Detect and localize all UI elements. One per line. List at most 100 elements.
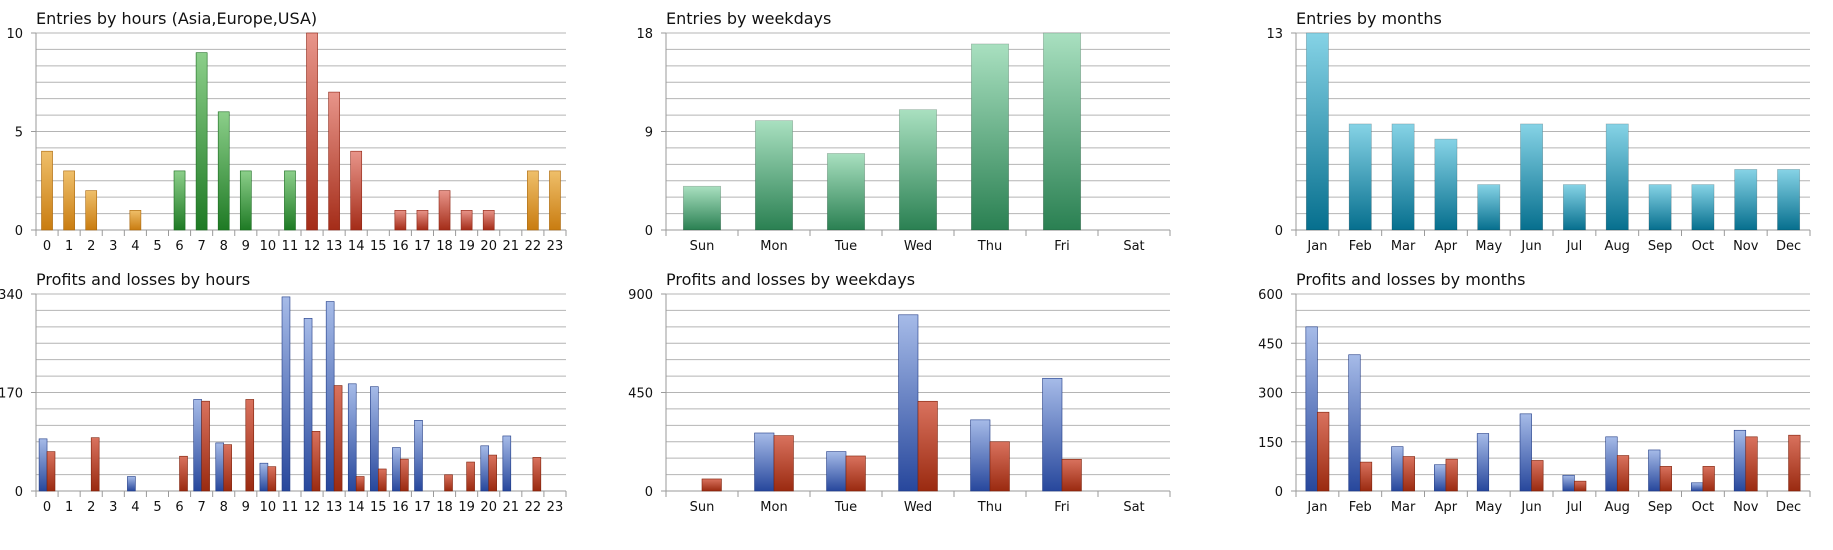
profit-bar: [970, 419, 991, 492]
x-tick-label: 14: [348, 500, 365, 515]
loss-bar: [1402, 456, 1415, 492]
x-tick-label: Tue: [834, 239, 857, 254]
x-tick-label: 11: [282, 500, 299, 515]
loss-bar: [917, 400, 938, 492]
bar: [1477, 184, 1501, 231]
x-tick-label: 21: [503, 500, 520, 515]
bar: [1042, 32, 1082, 231]
x-tick-label: Feb: [1349, 239, 1372, 254]
x-tick-label: Jun: [1520, 500, 1541, 515]
x-tick-label: Jan: [1306, 239, 1327, 254]
x-tick-label: May: [1475, 239, 1502, 254]
x-tick-label: Dec: [1776, 500, 1801, 515]
profit-bar: [370, 386, 379, 492]
bar: [394, 210, 407, 231]
x-tick-label: 10: [260, 500, 277, 515]
profit-bar: [1605, 436, 1618, 492]
x-tick-label: Wed: [904, 239, 932, 254]
loss-bar: [444, 474, 453, 492]
profit-bar: [38, 438, 48, 492]
loss-bar: [333, 385, 343, 492]
bar: [1777, 169, 1801, 231]
x-tick-label: Mon: [760, 239, 787, 254]
loss-bar: [701, 478, 722, 492]
profit-bar: [826, 451, 847, 492]
x-tick-label: Mon: [760, 500, 787, 515]
x-tick-label: 3: [109, 500, 117, 515]
x-tick-label: 6: [175, 239, 183, 254]
x-tick-label: Apr: [1435, 500, 1458, 515]
bar: [482, 210, 495, 231]
loss-bar: [1616, 455, 1630, 492]
x-tick-label: 19: [458, 239, 475, 254]
x-tick-label: Sep: [1648, 500, 1673, 515]
profit-bar: [392, 447, 401, 492]
profit-bar: [1042, 377, 1063, 492]
x-tick-label: 18: [436, 500, 453, 515]
profit-bar: [502, 435, 512, 492]
x-tick-label: 6: [175, 500, 183, 515]
profit-bar: [898, 314, 919, 492]
bar: [898, 109, 938, 231]
y-tick-label: 340: [0, 288, 23, 303]
x-tick-label: 13: [326, 239, 343, 254]
chart-entries-by-months: Entries by months 0 13 Jan Feb Mar Apr May Jun J…: [1266, 9, 1811, 254]
loss-bar: [179, 455, 188, 492]
chart-entries-by-hours: Entries by hours (Asia,Europe,USA) 0 5 10 0…: [6, 9, 567, 254]
profit-bar: [193, 399, 202, 492]
loss-bar: [223, 444, 232, 492]
y-tick-label: 170: [0, 387, 23, 402]
bar: [549, 170, 561, 231]
x-tick-label: Aug: [1605, 239, 1630, 254]
profit-bar: [414, 420, 423, 492]
profit-bar: [1305, 326, 1318, 492]
chart-title: Profits and losses by months: [1296, 270, 1526, 289]
x-tick-label: 17: [414, 500, 431, 515]
y-tick-label: 9: [645, 126, 653, 141]
bar: [173, 170, 186, 231]
loss-bar: [773, 435, 794, 492]
x-tick-label: Wed: [904, 500, 932, 515]
x-tick-label: Mar: [1391, 239, 1416, 254]
x-tick-label: Tue: [834, 500, 857, 515]
chart-profits-losses-by-weekdays: Profits and losses by weekdays 0 450 900 Su…: [628, 270, 1171, 515]
y-tick-label: 300: [1258, 387, 1283, 402]
chart-title: Profits and losses by hours: [36, 270, 250, 289]
profit-bar: [303, 318, 313, 492]
chart-title: Entries by hours (Asia,Europe,USA): [36, 9, 317, 28]
loss-bar: [46, 451, 56, 492]
y-tick-label: 450: [1258, 337, 1283, 352]
x-tick-label: 12: [304, 500, 321, 515]
profit-bar: [1391, 446, 1404, 492]
profit-bar: [754, 432, 775, 492]
bar: [1691, 184, 1715, 231]
x-tick-label: 17: [414, 239, 431, 254]
loss-bar: [355, 476, 365, 492]
x-tick-label: Feb: [1349, 500, 1372, 515]
x-tick-label: 2: [87, 239, 95, 254]
bar: [1305, 32, 1329, 231]
x-tick-label: Sep: [1648, 239, 1673, 254]
y-tick-label: 0: [645, 224, 653, 239]
x-tick-label: Nov: [1733, 500, 1759, 515]
x-tick-label: 23: [547, 500, 564, 515]
loss-bar: [267, 466, 277, 492]
loss-bar: [90, 437, 100, 492]
bar: [284, 170, 296, 231]
profit-bar: [1476, 433, 1490, 492]
x-tick-label: 22: [525, 500, 542, 515]
bar: [129, 210, 142, 231]
x-tick-label: Jul: [1566, 239, 1583, 254]
y-tick-label: 10: [6, 27, 23, 42]
loss-bar: [1745, 436, 1758, 492]
y-tick-label: 0: [1275, 485, 1283, 500]
chart-profits-losses-by-months: Profits and losses by months 0 150 300 450 6…: [1258, 270, 1811, 515]
bar: [826, 153, 866, 231]
bar: [1348, 123, 1372, 231]
loss-bar: [245, 399, 255, 492]
bar: [754, 120, 794, 231]
x-tick-label: Sat: [1123, 239, 1144, 254]
x-tick-label: 16: [392, 239, 409, 254]
profit-bar: [347, 383, 357, 492]
x-tick-label: 7: [197, 239, 205, 254]
